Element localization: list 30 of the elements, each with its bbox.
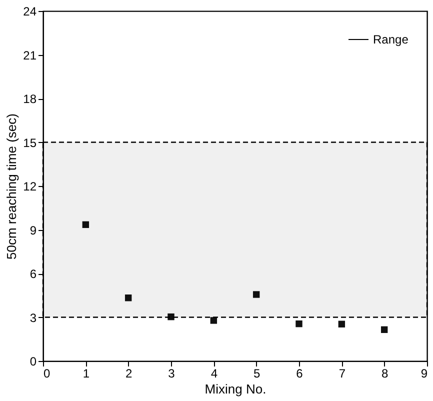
y-tick-label: 21	[23, 48, 37, 62]
point	[124, 294, 132, 302]
x-tick-label: 5	[253, 366, 260, 380]
x-tick-label: 7	[338, 366, 346, 380]
y-tick-label: 15	[23, 136, 37, 150]
point	[82, 221, 90, 228]
point	[210, 317, 218, 324]
point	[380, 326, 388, 333]
y-tick-label: 12	[23, 180, 37, 194]
y-tick-label: 6	[30, 267, 37, 281]
y-axis-title: 50cm reaching time (sec)	[4, 114, 20, 260]
point	[168, 313, 174, 320]
y-tick-label: 0	[30, 354, 37, 368]
y-tick-label: 9	[30, 223, 37, 238]
point	[296, 320, 302, 328]
x-axis-title: Mixing No.	[204, 382, 266, 396]
legend-label: Range	[373, 32, 409, 46]
x-tick-label: 6	[296, 366, 304, 380]
point	[252, 291, 260, 298]
x-tick-label: 1	[82, 366, 90, 380]
y-tick-label: 24	[23, 4, 37, 18]
y-tick-label: 3	[30, 310, 37, 325]
y-tick-label: 18	[23, 92, 37, 106]
x-tick-label: 8	[381, 366, 388, 380]
point	[338, 320, 346, 328]
x-tick-label: 9	[420, 366, 428, 380]
x-tick-label: 2	[125, 366, 132, 380]
x-tick-label: 3	[168, 366, 176, 380]
x-tick-label: 4	[210, 366, 218, 380]
x-tick-label: 0	[44, 366, 50, 380]
